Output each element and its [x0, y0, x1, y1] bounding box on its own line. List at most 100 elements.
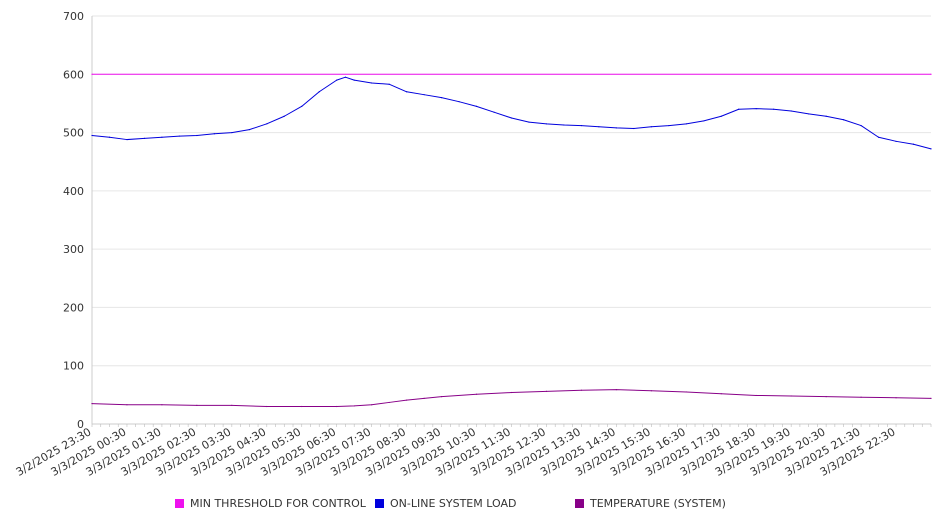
data-point [126, 404, 128, 406]
data-point [371, 82, 373, 84]
data-point [91, 73, 93, 75]
data-point [580, 389, 583, 391]
data-point [371, 404, 373, 406]
y-tick-label: 200 [63, 301, 84, 314]
data-point [738, 108, 740, 110]
y-tick-label: 600 [63, 68, 84, 81]
data-point [423, 94, 425, 96]
data-point [301, 105, 303, 107]
data-point [336, 79, 338, 81]
data-point [668, 124, 670, 127]
legend-item-system-load[interactable]: ON-LINE SYSTEM LOAD [375, 497, 516, 510]
y-tick-label: 700 [63, 10, 84, 23]
data-point [196, 404, 198, 406]
legend-label-temperature: TEMPERATURE (SYSTEM) [590, 497, 726, 510]
legend-swatch-threshold [175, 499, 184, 508]
data-point [266, 405, 268, 408]
data-point [685, 391, 687, 393]
data-point [423, 397, 425, 399]
data-point [143, 137, 146, 139]
data-point [248, 129, 250, 131]
y-tick-label: 500 [63, 127, 84, 140]
data-point [930, 148, 932, 150]
data-point [528, 121, 530, 123]
data-point [825, 396, 827, 398]
data-point [266, 123, 268, 125]
data-point [344, 76, 347, 78]
data-point [283, 115, 285, 117]
data-point [860, 396, 862, 398]
legend-label-threshold: MIN THRESHOLD FOR CONTROL [190, 497, 366, 510]
y-tick-label: 300 [63, 243, 84, 256]
y-tick-label: 100 [63, 360, 84, 373]
data-point [912, 143, 915, 145]
data-point [860, 124, 862, 127]
data-point [108, 136, 111, 138]
data-point [808, 113, 810, 115]
y-axis-ticks: 0 100 200 300 400 500 600 700 [63, 10, 84, 431]
data-point [91, 134, 93, 137]
data-point [213, 133, 215, 135]
data-point [825, 115, 827, 117]
series-lines [91, 73, 932, 408]
data-point [685, 123, 687, 125]
data-point [563, 124, 565, 126]
data-point [475, 393, 478, 395]
legend-swatch-system-load [375, 499, 384, 508]
data-point [510, 391, 513, 394]
data-point [703, 120, 705, 122]
data-point [930, 397, 932, 399]
data-point [598, 126, 600, 128]
data-point [440, 97, 443, 99]
axes [91, 16, 932, 427]
data-point [353, 79, 355, 81]
data-point [790, 110, 792, 112]
data-point [196, 134, 198, 137]
data-point [720, 115, 722, 117]
x-axis-ticks: 3/2/2025 23:303/3/2025 00:303/3/2025 01:… [14, 425, 898, 479]
data-point [388, 83, 390, 85]
data-point [633, 127, 635, 130]
data-point [755, 394, 757, 397]
data-point [545, 390, 548, 392]
data-point [475, 105, 478, 107]
data-point [615, 127, 617, 129]
data-point [843, 119, 845, 121]
data-point [336, 405, 338, 408]
data-point [790, 395, 792, 397]
data-point [318, 91, 320, 93]
data-point [91, 403, 93, 405]
data-point [161, 404, 163, 406]
data-point [406, 91, 408, 93]
data-point [755, 108, 757, 110]
data-point [650, 390, 652, 392]
data-point [353, 405, 355, 407]
data-point [440, 396, 443, 398]
data-point [930, 73, 932, 75]
grid-lines [92, 15, 931, 367]
data-point [615, 389, 617, 391]
legend-item-threshold[interactable]: MIN THRESHOLD FOR CONTROL [175, 497, 366, 510]
data-point [545, 123, 548, 125]
y-tick-label: 400 [63, 185, 84, 198]
legend-swatch-temperature [575, 499, 584, 508]
data-point [580, 124, 583, 127]
chart-legend: MIN THRESHOLD FOR CONTROL ON-LINE SYSTEM… [0, 497, 946, 515]
data-point [231, 131, 233, 134]
data-point [231, 404, 233, 406]
y-tick-label: 0 [77, 418, 84, 431]
data-point [650, 126, 652, 128]
series-line-1[interactable] [91, 76, 932, 150]
data-point [301, 405, 303, 408]
data-point [458, 101, 460, 103]
series-line-2[interactable] [91, 389, 932, 408]
data-point [126, 138, 128, 141]
legend-item-temperature[interactable]: TEMPERATURE (SYSTEM) [575, 497, 726, 510]
data-point [895, 397, 897, 399]
data-point [720, 393, 722, 395]
data-point [178, 135, 180, 137]
data-point [510, 117, 513, 119]
legend-label-system-load: ON-LINE SYSTEM LOAD [390, 497, 517, 510]
data-point [877, 136, 880, 138]
